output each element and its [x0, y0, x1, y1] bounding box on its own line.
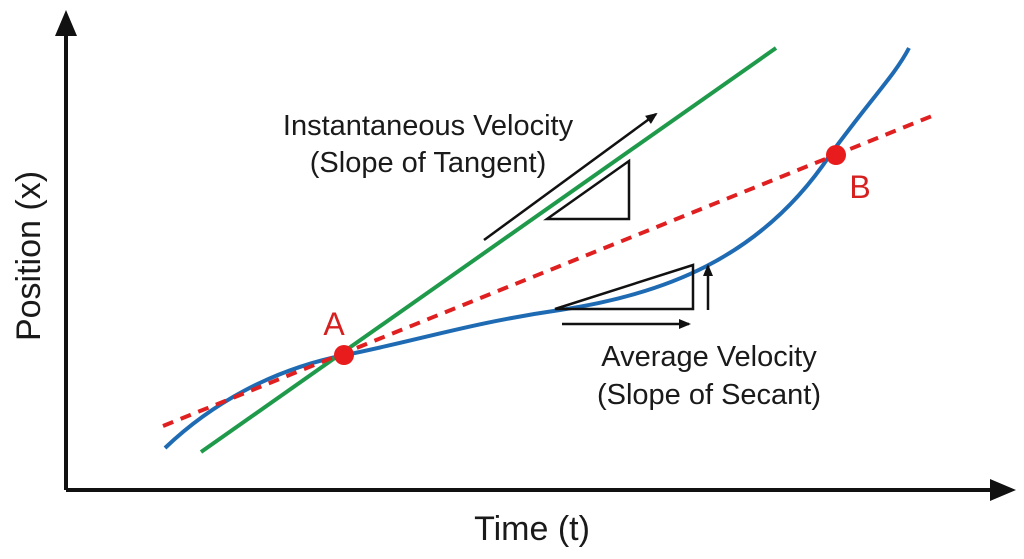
- tangent-label-line2: (Slope of Tangent): [310, 147, 546, 179]
- secant-line: [162, 114, 933, 428]
- y-axis-label: Position (x): [10, 171, 48, 341]
- tangent-direction-arrow: [483, 112, 658, 242]
- tangent-line: [199, 46, 778, 454]
- tangent-label-line1: Instantaneous Velocity: [283, 110, 574, 142]
- y-axis-arrowhead: [55, 10, 77, 36]
- secant-slope-triangle: [554, 263, 695, 311]
- x-axis-arrowhead: [990, 479, 1016, 501]
- point-a-label: A: [323, 306, 345, 342]
- secant-label-line2: (Slope of Secant): [597, 379, 821, 411]
- point-b-label: B: [849, 169, 870, 205]
- point-a: [334, 345, 354, 365]
- point-b: [826, 145, 846, 165]
- secant-label-line1: Average Velocity: [601, 341, 817, 373]
- tangent-slope-triangle: [543, 158, 631, 221]
- x-axis-label: Time (t): [474, 510, 590, 548]
